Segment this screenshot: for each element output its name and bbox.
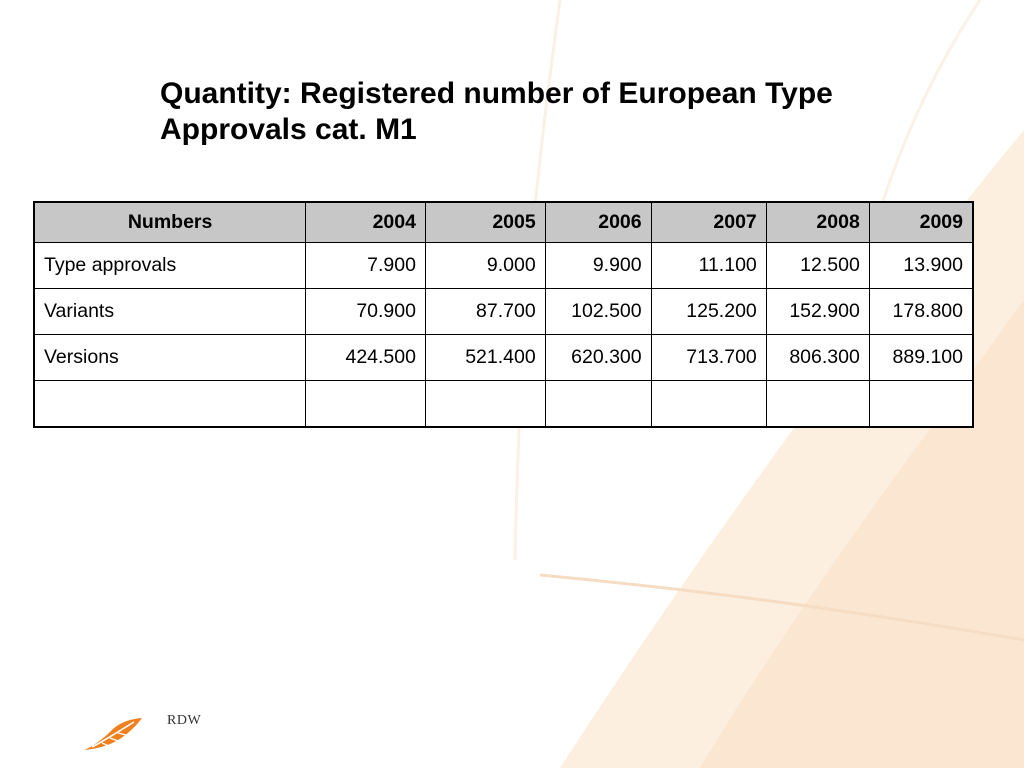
slide-title-line-1: Quantity: Registered number of European … [160, 77, 833, 110]
table-cell [650, 380, 767, 428]
row-label: Variants [33, 288, 307, 335]
column-header-2007: 2007 [650, 201, 767, 243]
row-label: Type approvals [33, 242, 307, 289]
table-row: Variants 70.900 87.700 102.500 125.200 1… [33, 288, 974, 335]
column-header-2008: 2008 [765, 201, 870, 243]
column-header-2005: 2005 [424, 201, 546, 243]
table-cell: 152.900 [765, 288, 870, 335]
column-header-numbers: Numbers [33, 201, 307, 243]
table-cell: 12.500 [765, 242, 870, 289]
table-row-empty [33, 380, 974, 428]
table-cell: 87.700 [424, 288, 546, 335]
table-cell: 178.800 [868, 288, 974, 335]
table-cell [868, 380, 974, 428]
table-cell: 424.500 [305, 334, 426, 381]
type-approvals-table: Numbers 2004 2005 2006 2007 2008 2009 Ty… [33, 201, 974, 428]
column-header-2006: 2006 [544, 201, 652, 243]
table-cell: 7.900 [305, 242, 426, 289]
table-cell [544, 380, 652, 428]
table-cell: 9.900 [544, 242, 652, 289]
table-cell: 889.100 [868, 334, 974, 381]
table-cell: 11.100 [650, 242, 767, 289]
table-header-row: Numbers 2004 2005 2006 2007 2008 2009 [33, 201, 974, 243]
table-row: Type approvals 7.900 9.000 9.900 11.100 … [33, 242, 974, 289]
row-label: Versions [33, 334, 307, 381]
slide-title-line-2: Approvals cat. M1 [160, 113, 417, 146]
table-cell: 620.300 [544, 334, 652, 381]
slide-title: Quantity: Registered number of European … [160, 76, 980, 148]
table-cell: 70.900 [305, 288, 426, 335]
rdw-leaf-logo-icon [84, 718, 142, 750]
table-cell: 521.400 [424, 334, 546, 381]
column-header-2009: 2009 [868, 201, 974, 243]
table-cell [765, 380, 870, 428]
table-cell: 102.500 [544, 288, 652, 335]
table-cell: 125.200 [650, 288, 767, 335]
row-label [33, 380, 307, 428]
table-row: Versions 424.500 521.400 620.300 713.700… [33, 334, 974, 381]
table-cell: 806.300 [765, 334, 870, 381]
table-cell: 13.900 [868, 242, 974, 289]
table-cell: 713.700 [650, 334, 767, 381]
table-cell [305, 380, 426, 428]
rdw-logo-text: RDW [167, 713, 202, 728]
column-header-2004: 2004 [305, 201, 426, 243]
table-cell [424, 380, 546, 428]
table-cell: 9.000 [424, 242, 546, 289]
